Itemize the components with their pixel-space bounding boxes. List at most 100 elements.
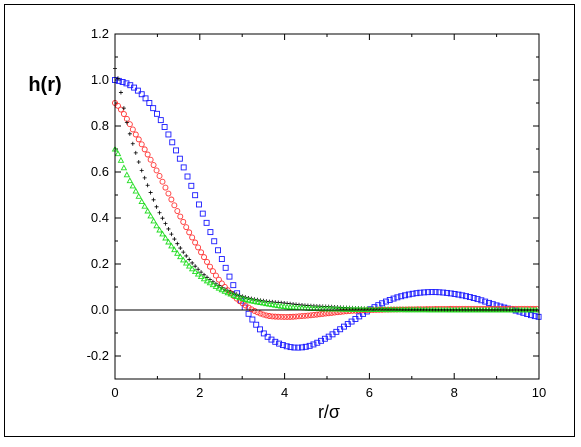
data-point-square [257, 326, 263, 333]
data-point-triangle [277, 302, 285, 309]
data-point-circle [269, 313, 276, 320]
data-point-triangle [209, 281, 217, 288]
data-point-circle [153, 167, 160, 174]
data-point-plus [151, 197, 156, 202]
data-point-triangle [141, 202, 148, 209]
y-tick-label: 0.0 [91, 302, 109, 317]
data-point-triangle [218, 286, 226, 293]
data-point-circle [129, 126, 136, 133]
data-point-triangle [114, 150, 122, 157]
data-point-circle [195, 244, 202, 251]
data-point-triangle [239, 295, 246, 302]
data-point-circle [287, 313, 294, 320]
data-point-square [150, 105, 157, 112]
y-tick-label: -0.2 [87, 348, 109, 363]
data-point-square [154, 110, 160, 117]
data-point-square [249, 316, 256, 323]
data-point-square [176, 155, 183, 162]
data-point-plus [178, 246, 183, 251]
data-point-triangle [263, 300, 270, 307]
data-point-circle [299, 313, 305, 320]
data-point-circle [337, 308, 344, 315]
series-circle [112, 100, 540, 320]
data-point-triangle [132, 187, 140, 194]
data-point-circle [162, 184, 169, 191]
chart-svg: 0 2 4 6 8 10 -0.2 0.0 0.2 0.4 0.6 0.8 1.0 1.2 h(r) r… [28, 26, 546, 422]
y-tick-label: 0.8 [91, 118, 109, 133]
data-point-plus [127, 131, 132, 136]
data-point-triangle [200, 275, 208, 282]
data-point-square [279, 342, 286, 349]
data-point-triangle [215, 284, 223, 291]
data-point-circle [310, 312, 317, 318]
data-point-triangle [197, 273, 205, 279]
data-point-square [230, 282, 237, 289]
x-tick-label: 6 [366, 385, 373, 400]
data-point-circle [132, 131, 139, 138]
data-point-square [390, 295, 397, 302]
series-triangle [111, 145, 540, 313]
data-point-triangle [185, 262, 193, 269]
data-point-square [444, 289, 450, 296]
data-point-square [211, 238, 218, 245]
data-point-square [196, 201, 202, 208]
data-point-circle [319, 310, 326, 317]
data-point-circle [165, 190, 172, 197]
data-point-triangle [248, 297, 255, 304]
data-point-triangle [236, 294, 243, 301]
data-point-square [203, 219, 210, 226]
data-point-circle [278, 313, 285, 320]
data-point-square [131, 84, 138, 91]
data-point-square [161, 124, 168, 130]
data-point-square [459, 292, 466, 299]
data-point-square [207, 229, 214, 236]
data-point-triangle [165, 238, 172, 245]
data-point-circle [275, 313, 282, 320]
data-point-circle [168, 196, 175, 203]
data-point-circle [293, 313, 299, 320]
data-point-circle [186, 229, 193, 236]
data-point-triangle [194, 270, 202, 277]
data-point-square [493, 302, 500, 309]
data-point-plus [115, 76, 120, 81]
data-point-square [299, 344, 305, 351]
data-point-triangle [174, 249, 181, 256]
x-tick-label: 4 [281, 385, 288, 400]
data-point-square [157, 117, 164, 124]
data-point-square [474, 296, 481, 303]
data-point-plus [181, 250, 186, 255]
data-point-square [276, 340, 283, 347]
data-point-square [440, 289, 447, 296]
data-point-square [291, 344, 298, 351]
data-point-triangle [289, 303, 297, 310]
data-point-triangle [168, 242, 175, 249]
data-point-square [436, 289, 443, 296]
x-tick-label: 0 [111, 385, 118, 400]
data-point-plus [139, 168, 144, 173]
data-point-circle [180, 218, 187, 225]
data-point-square [455, 291, 462, 298]
plot-area [114, 33, 540, 380]
y-axis-label: h(r) [28, 74, 61, 96]
data-point-square [222, 264, 229, 271]
data-point-circle [138, 141, 145, 148]
y-tick-label: 1.2 [91, 26, 109, 41]
data-point-circle [171, 202, 178, 209]
data-point-triangle [123, 171, 131, 178]
data-point-triangle [251, 298, 258, 304]
data-point-triangle [138, 198, 145, 204]
data-point-square [173, 147, 180, 154]
data-point-triangle [150, 217, 157, 224]
data-point-square [470, 295, 477, 301]
data-point-square [421, 289, 428, 296]
data-point-plus [172, 237, 177, 242]
data-point-circle [201, 254, 207, 261]
data-point-plus [121, 106, 126, 111]
data-point-square [451, 291, 458, 297]
data-point-triangle [221, 287, 229, 294]
data-point-plus [154, 204, 159, 209]
data-point-triangle [257, 299, 264, 306]
y-tick-label: 0.2 [91, 256, 109, 271]
data-point-circle [248, 306, 255, 313]
y-tick-label: 1.0 [91, 72, 109, 87]
